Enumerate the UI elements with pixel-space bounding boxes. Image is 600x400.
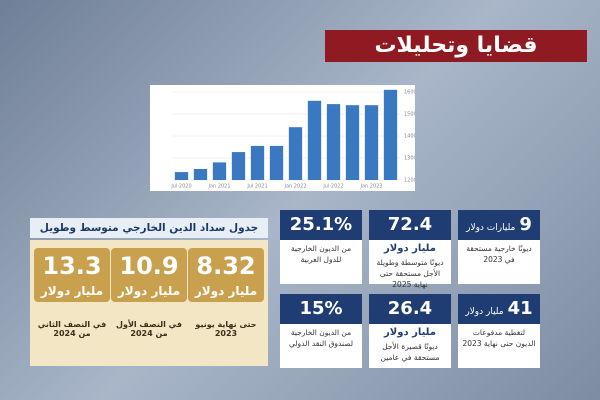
unit: مليار دولار <box>40 284 104 298</box>
label: من الديون الخارجية للدول العربية <box>290 244 352 264</box>
stat-card: 15% من الديون الخارجية لصندوق النقد الدول… <box>280 294 362 368</box>
schedule-title: جدول سداد الدين الخارجي متوسط وطويل الأج… <box>30 218 268 254</box>
x-tick-label: Jul 2020 <box>170 184 191 190</box>
y-tick-label: 130000 <box>404 156 415 162</box>
bar <box>193 169 208 180</box>
bar <box>364 105 379 180</box>
x-tick-label: Jan 2023 <box>359 184 382 190</box>
value: 41 <box>507 298 533 319</box>
y-tick-label: 150000 <box>404 112 415 118</box>
stat-card: 41مليار دولار لتغطية مدفوعات الديون حتى ن… <box>458 294 540 368</box>
stat-card: 9مليارات دولار ديونًا خارجية مستحقة في 20… <box>458 210 540 284</box>
bar <box>174 172 189 180</box>
unit: مليار دولار <box>194 284 258 298</box>
chart-panel: 120000 130000 140000 150000 160000 Jul 2020 Ja… <box>150 85 423 191</box>
stat-card: 72.4 مليار دولار ديونًا متوسطة وطويلة الأج… <box>369 210 451 289</box>
banner: قضايا وتحليلات <box>325 30 587 62</box>
label: لتغطية مدفوعات الديون حتى نهاية 2023 <box>462 328 536 348</box>
schedule-panel: 8.32 مليار دولار حتى نهاية يونيو 2023 10.… <box>30 240 268 366</box>
value: 15% <box>299 298 343 319</box>
stat-card: 26.4 مليار دولار ديونًا قصيرة الأجل مستحقة… <box>369 294 451 368</box>
bar <box>250 145 265 180</box>
value: 10.9 <box>119 252 179 280</box>
unit: مليار دولار <box>117 284 181 298</box>
schedule-item: 13.3 مليار دولار في النصف الثاني من 2024 <box>34 248 110 338</box>
value: 72.4 <box>387 214 433 235</box>
label: في النصف الأول من 2024 <box>116 320 182 338</box>
value: 8.32 <box>196 252 256 280</box>
bar <box>345 105 360 180</box>
unit: مليار دولار <box>384 243 436 254</box>
bar <box>383 89 398 180</box>
value: 13.3 <box>42 252 102 280</box>
bar <box>269 145 284 180</box>
label: ديونًا متوسطة وطويلة الأجل مستحقة حتى نه… <box>376 258 444 289</box>
y-tick-label: 120000 <box>404 178 415 184</box>
label: من الديون الخارجية لصندوق النقد الدولي <box>288 328 354 348</box>
label: ديونًا قصيرة الأجل مستحقة في عامين <box>380 342 440 362</box>
unit: مليار دولار <box>384 327 436 338</box>
schedule-item: 8.32 مليار دولار حتى نهاية يونيو 2023 <box>188 248 264 338</box>
x-tick-label: Jul 2021 <box>246 184 267 190</box>
bar <box>307 100 322 180</box>
value: 9 <box>519 214 532 235</box>
card-header: 72.4 <box>369 210 451 240</box>
value: 25.1% <box>289 214 353 235</box>
label: في النصف الثاني من 2024 <box>37 320 107 338</box>
label: حتى نهاية يونيو 2023 <box>195 320 257 338</box>
card-header: 41مليار دولار <box>458 294 540 324</box>
schedule-item: 10.9 مليار دولار في النصف الأول من 2024 <box>111 248 187 338</box>
stat-card: 25.1% من الديون الخارجية للدول العربية <box>280 210 362 284</box>
bar <box>231 152 246 180</box>
card-header: 25.1% <box>280 210 362 240</box>
value: 26.4 <box>387 298 433 319</box>
label: ديونًا خارجية مستحقة في 2023 <box>466 244 532 264</box>
y-tick-label: 160000 <box>404 90 415 96</box>
card-header: 26.4 <box>369 294 451 324</box>
y-tick-label: 140000 <box>404 134 415 140</box>
bar <box>212 162 227 180</box>
bar <box>288 127 303 180</box>
chart: 120000 130000 140000 150000 160000 Jul 2020 Ja… <box>170 89 423 190</box>
card-header: 9مليارات دولار <box>458 210 540 240</box>
unit: مليارات دولار <box>466 223 516 233</box>
x-tick-label: Jan 2021 <box>207 184 230 190</box>
x-tick-label: Jan 2022 <box>283 184 306 190</box>
unit: مليار دولار <box>465 307 504 317</box>
bar <box>326 104 341 180</box>
x-tick-label: Jul 2022 <box>322 184 343 190</box>
card-header: 15% <box>280 294 362 324</box>
